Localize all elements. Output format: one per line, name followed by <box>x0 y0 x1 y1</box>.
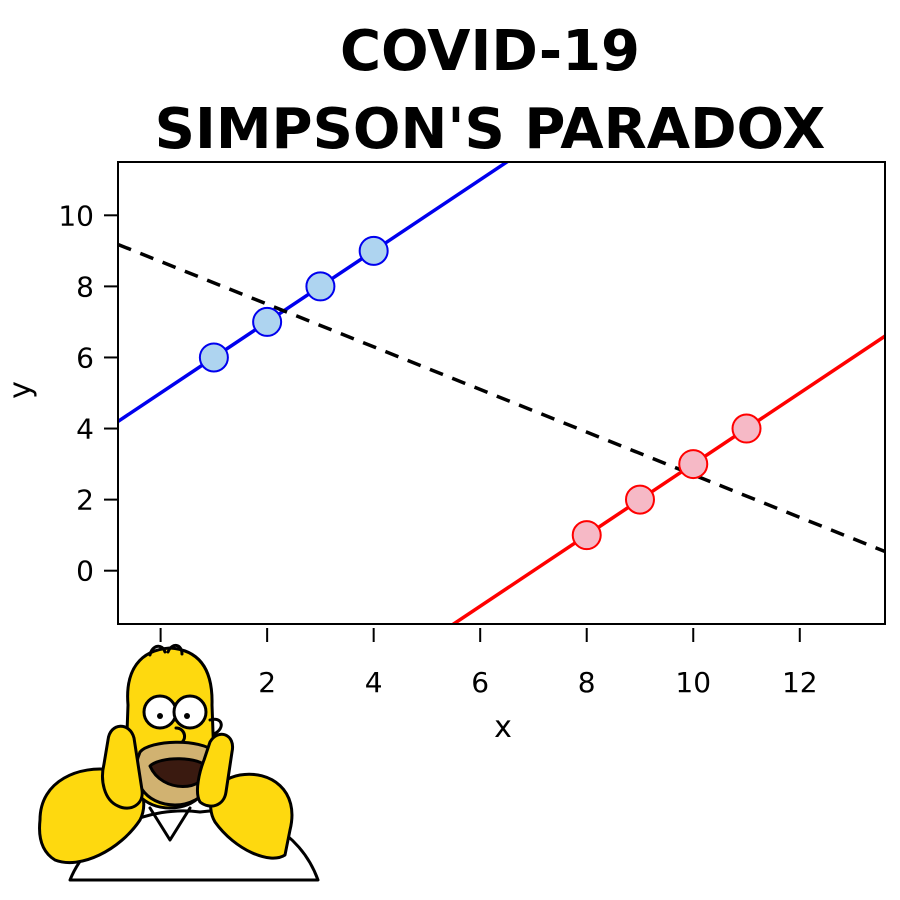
series-1-point <box>252 306 283 337</box>
y-axis-title: y <box>3 381 38 399</box>
series-2-point <box>731 413 762 444</box>
series-1-point <box>198 342 229 373</box>
homer-right-eye <box>172 694 208 730</box>
homer-hair <box>148 644 184 657</box>
chart-title-line-2: SIMPSON'S PARADOX <box>155 97 826 162</box>
chart-title-line-1: COVID-19 <box>340 19 640 84</box>
homer-right-hand <box>196 732 235 808</box>
y-tick-label: 10 <box>58 199 94 232</box>
x-tick-label: 6 <box>471 666 489 699</box>
y-tick-label: 0 <box>76 555 94 588</box>
x-tick-label: 2 <box>258 666 276 699</box>
series-1-point <box>305 271 336 302</box>
y-tick-label: 2 <box>76 484 94 517</box>
homer-left-hand <box>101 724 144 810</box>
y-tick-label: 8 <box>76 270 94 303</box>
series-2-point <box>571 520 602 551</box>
x-tick-label: 4 <box>365 666 383 699</box>
x-axis-title: x <box>494 710 512 745</box>
overall-fit-line <box>118 242 885 554</box>
homer-left-eye <box>142 694 178 730</box>
series-2-point <box>624 484 655 515</box>
x-tick-label: 8 <box>578 666 596 699</box>
homer-ear <box>208 717 223 736</box>
x-tick-label: 10 <box>675 666 711 699</box>
series-1-fit-line <box>118 162 510 423</box>
y-tick-label: 4 <box>76 413 94 446</box>
plot-frame <box>117 161 886 625</box>
series-2-fit-line <box>450 334 885 624</box>
series-1-point <box>358 235 389 266</box>
series-2-point <box>678 449 709 480</box>
y-tick-label: 6 <box>76 341 94 374</box>
homer-simpson-illustration <box>38 644 320 882</box>
x-tick-label: 12 <box>782 666 818 699</box>
